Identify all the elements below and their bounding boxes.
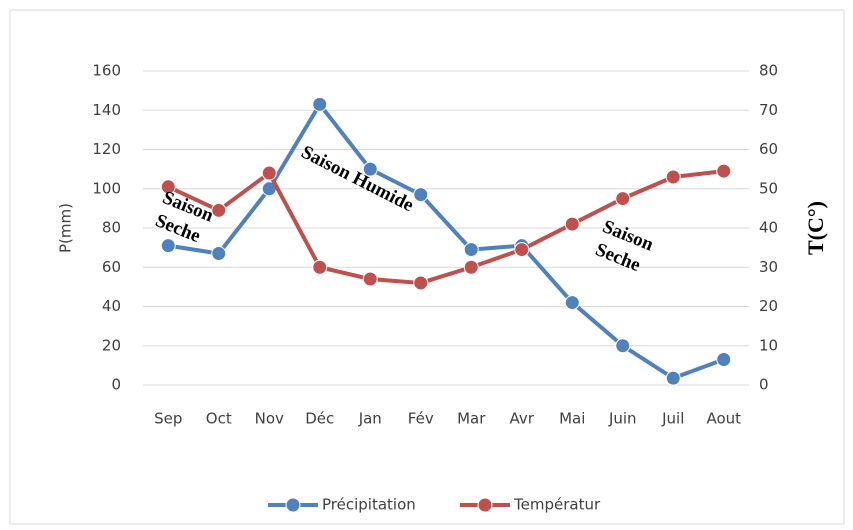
y-tick-label: 80 bbox=[102, 219, 121, 237]
legend-marker bbox=[285, 497, 301, 513]
y-axis-label: P(mm) bbox=[57, 203, 75, 253]
x-tick-label: Nov bbox=[255, 410, 284, 428]
y2-tick-label: 10 bbox=[759, 336, 778, 354]
data-point bbox=[514, 242, 530, 258]
legend-label: Températur bbox=[513, 496, 601, 514]
data-point bbox=[211, 246, 227, 262]
data-point bbox=[312, 96, 328, 112]
x-tick-label: Aout bbox=[706, 410, 741, 428]
data-point bbox=[261, 165, 277, 181]
series-line bbox=[167, 169, 724, 285]
data-point bbox=[716, 163, 732, 179]
y-tick-label: 20 bbox=[102, 336, 121, 354]
y-tick-label: 160 bbox=[92, 62, 121, 80]
data-point bbox=[362, 271, 378, 287]
y2-tick-label: 50 bbox=[759, 179, 778, 197]
y2-tick-label: 60 bbox=[759, 140, 778, 158]
data-point bbox=[716, 351, 732, 367]
data-point bbox=[413, 275, 429, 291]
y-tick-label: 140 bbox=[92, 101, 121, 119]
y-tick-label: 120 bbox=[92, 140, 121, 158]
data-point bbox=[160, 238, 176, 254]
x-tick-label: Mai bbox=[559, 410, 585, 428]
data-point bbox=[463, 242, 479, 258]
y2-tick-label: 40 bbox=[759, 219, 778, 237]
x-tick-label: Mar bbox=[457, 410, 486, 428]
y-tick-label: 60 bbox=[102, 258, 121, 276]
x-tick-label: Oct bbox=[206, 410, 232, 428]
data-point bbox=[615, 338, 631, 354]
y2-tick-label: 80 bbox=[759, 62, 778, 80]
legend-marker bbox=[477, 497, 493, 513]
y-tick-label: 0 bbox=[111, 376, 121, 394]
legend-label: Précipitation bbox=[322, 496, 416, 514]
data-point bbox=[413, 187, 429, 203]
y2-tick-label: 20 bbox=[759, 297, 778, 315]
data-point bbox=[312, 259, 328, 275]
y2-tick-label: 0 bbox=[759, 376, 769, 394]
data-point bbox=[665, 370, 681, 386]
data-point bbox=[665, 169, 681, 185]
x-tick-label: Juin bbox=[608, 410, 637, 428]
y-tick-label: 40 bbox=[102, 297, 121, 315]
data-point bbox=[362, 161, 378, 177]
x-tick-label: Juil bbox=[661, 410, 684, 428]
data-point bbox=[160, 179, 176, 195]
data-point bbox=[615, 191, 631, 207]
data-point bbox=[564, 216, 580, 232]
x-tick-label: Sep bbox=[154, 410, 182, 428]
y2-tick-label: 70 bbox=[759, 101, 778, 119]
data-point bbox=[463, 259, 479, 275]
x-tick-label: Fév bbox=[408, 410, 434, 428]
y-tick-label: 100 bbox=[92, 179, 121, 197]
x-tick-label: Déc bbox=[305, 410, 334, 428]
y2-tick-label: 30 bbox=[759, 258, 778, 276]
x-tick-label: Avr bbox=[510, 410, 535, 428]
x-tick-label: Jan bbox=[358, 410, 382, 428]
series-line bbox=[167, 102, 725, 381]
y2-axis-label: T(C°) bbox=[803, 201, 828, 255]
data-point bbox=[564, 295, 580, 311]
data-point bbox=[211, 202, 227, 218]
